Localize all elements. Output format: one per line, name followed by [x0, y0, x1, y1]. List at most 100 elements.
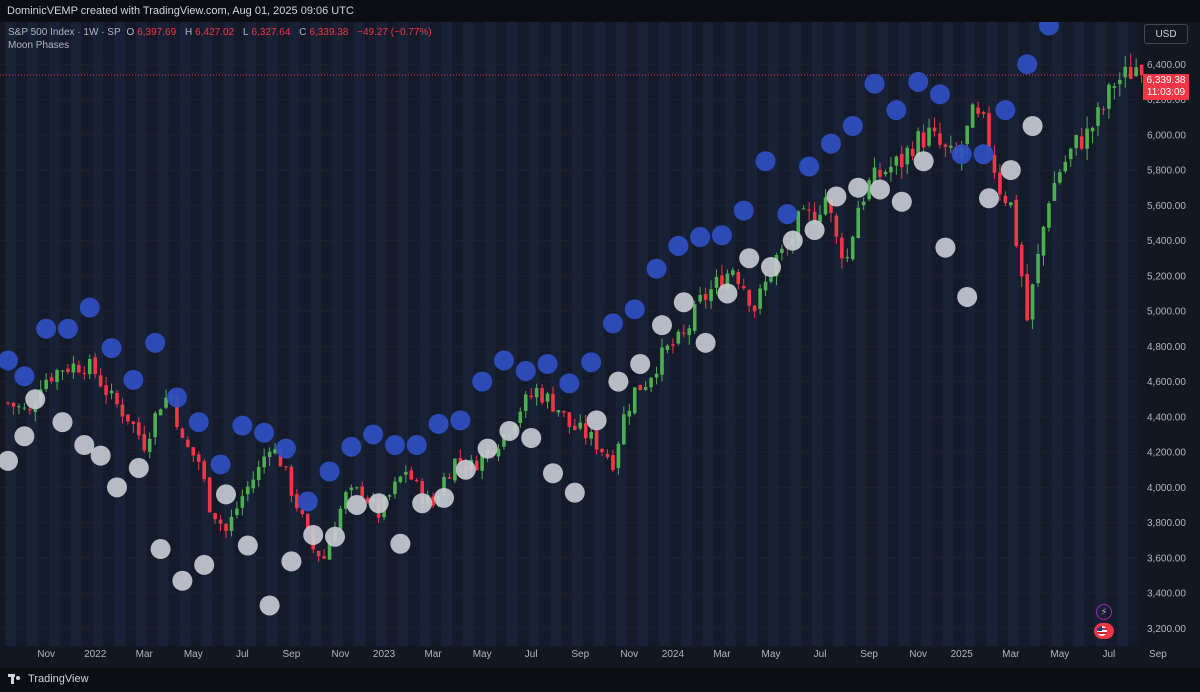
phase-band — [691, 22, 703, 646]
phase-band — [321, 22, 333, 646]
candle-body — [1079, 136, 1084, 149]
candle-body — [540, 388, 544, 403]
candle-body — [404, 471, 408, 475]
full-moon-marker — [979, 188, 999, 209]
new-moon-marker — [646, 258, 667, 279]
indicator-label[interactable]: Moon Phases — [8, 40, 70, 51]
candle-body — [889, 166, 893, 173]
candle-body — [387, 495, 392, 497]
full-moon-marker — [761, 257, 781, 278]
candle-body — [676, 331, 681, 344]
phase-band — [953, 22, 965, 646]
candle-body — [251, 479, 256, 489]
candle-body — [867, 180, 871, 200]
new-moon-marker — [929, 84, 950, 105]
currency-button[interactable]: USD — [1144, 24, 1188, 44]
candle-body — [1090, 127, 1095, 132]
candle-body — [818, 214, 822, 222]
us-flag-icon[interactable] — [1094, 623, 1114, 639]
candle-body — [714, 277, 719, 288]
full-moon-marker — [652, 315, 672, 336]
phase-band — [517, 22, 529, 646]
phase-band — [975, 22, 987, 646]
price-chart[interactable]: 3,200.00 3,400.00 3,600.00 3,800.00 4,000.00… — [0, 22, 1200, 668]
candle-body — [692, 304, 697, 331]
phase-band — [1029, 22, 1041, 646]
brand-label: TradingView — [28, 673, 89, 685]
candle-body — [218, 519, 223, 524]
time-tick-label: Nov — [332, 649, 350, 660]
phase-band — [1008, 22, 1019, 646]
candle-body — [752, 305, 757, 312]
time-tick-label: Nov — [37, 649, 55, 660]
candle-body — [409, 470, 414, 480]
candle-body — [883, 171, 888, 175]
full-moon-marker — [303, 524, 324, 545]
phase-band — [582, 22, 594, 646]
full-moon-marker — [521, 428, 542, 448]
phase-band — [670, 22, 682, 646]
candle-body — [720, 275, 724, 290]
candle-body — [872, 167, 877, 183]
time-tick-label: Nov — [620, 649, 638, 660]
new-moon-marker — [842, 116, 863, 136]
candle-body — [1058, 172, 1062, 183]
candle-body — [327, 541, 332, 560]
new-moon-marker — [145, 332, 166, 353]
candle-body — [807, 209, 811, 211]
candle-body — [998, 172, 1002, 195]
candle-body — [856, 207, 860, 239]
full-moon-marker — [957, 286, 978, 307]
candle-body — [180, 428, 185, 438]
time-tick-label: Sep — [571, 649, 589, 660]
candle-body — [115, 393, 119, 405]
full-moon-marker — [673, 292, 694, 313]
candle-body — [894, 156, 899, 166]
price-tick-label: 5,600.00 — [1147, 201, 1186, 212]
candle-body — [300, 509, 305, 515]
phase-band — [528, 22, 540, 646]
new-moon-marker — [581, 352, 602, 373]
phase-band — [419, 22, 431, 646]
candle-body — [649, 377, 653, 388]
candle-body — [365, 497, 370, 503]
candle-body — [66, 368, 70, 373]
candle-body — [643, 387, 648, 390]
phase-band — [310, 22, 322, 646]
candle-body — [246, 486, 250, 495]
new-moon-marker — [472, 371, 493, 392]
candle-body — [927, 127, 931, 146]
price-tick-label: 5,800.00 — [1147, 166, 1186, 177]
candle-body — [616, 443, 621, 468]
full-moon-marker — [128, 457, 149, 478]
candle-body — [731, 270, 735, 275]
chart-area[interactable]: 3,200.00 3,400.00 3,600.00 3,800.00 4,000.00… — [0, 22, 1200, 668]
phase-band — [441, 22, 453, 646]
phase-band — [561, 22, 573, 646]
lightning-icon[interactable]: ⚡ — [1096, 604, 1112, 620]
phase-band — [593, 22, 605, 646]
phase-band — [539, 22, 551, 646]
new-moon-marker — [908, 71, 929, 92]
time-tick-label: Mar — [1002, 649, 1020, 660]
time-tick-label: Mar — [136, 649, 154, 660]
candle-body — [109, 390, 114, 394]
full-moon-marker — [782, 230, 803, 251]
new-moon-marker — [690, 227, 711, 248]
candle-body — [861, 201, 866, 206]
candle-body — [812, 211, 817, 225]
open-value: 6,397.69 — [137, 27, 177, 38]
tradingview-logo[interactable]: TradingView — [8, 673, 89, 685]
candle-body — [665, 345, 670, 350]
symbol-label[interactable]: S&P 500 Index · 1W · SP — [8, 27, 121, 38]
candle-body — [845, 256, 850, 259]
time-tick-label: 2024 — [662, 649, 685, 660]
new-moon-marker — [210, 454, 231, 475]
new-moon-marker — [428, 413, 449, 434]
candle-body — [840, 237, 844, 259]
full-moon-marker — [717, 283, 738, 304]
price-tick-label: 3,800.00 — [1147, 518, 1186, 529]
phase-band — [114, 22, 126, 646]
candle-body — [703, 293, 708, 300]
phase-band — [735, 22, 747, 646]
